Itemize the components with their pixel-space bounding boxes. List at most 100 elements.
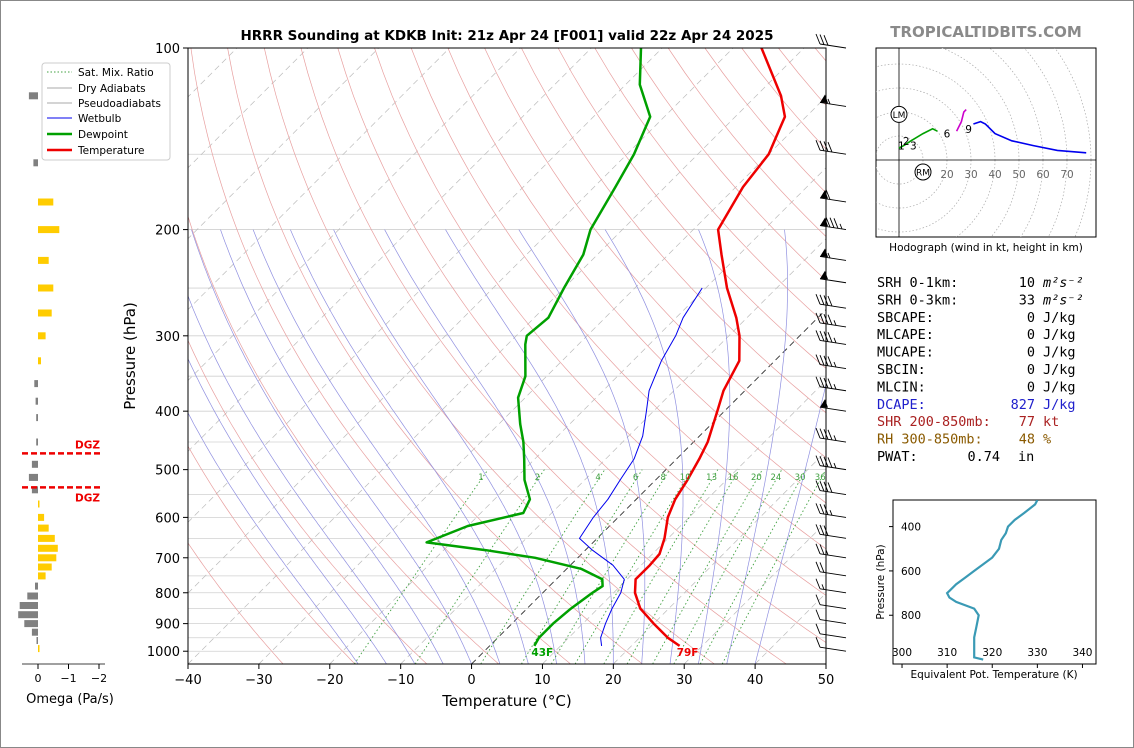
wind-barb <box>815 427 847 443</box>
dry-adiabat-line <box>263 48 715 664</box>
mixing-ratio-line <box>414 469 545 664</box>
index-unit: J/kg <box>1043 362 1076 378</box>
omega-bar <box>24 620 38 628</box>
mixing-ratio-line <box>521 469 643 664</box>
omega-panel: 0 −1 −2 DGZ DGZ <box>18 92 107 685</box>
omega-bar <box>31 486 38 494</box>
omega-bar <box>38 357 41 365</box>
mixing-ratio-line <box>699 469 807 664</box>
theta-e-x-tick-label: 340 <box>1072 647 1092 659</box>
wind-barb-flag <box>820 270 828 280</box>
wind-barb-full <box>823 141 829 152</box>
index-unit: J/kg <box>1043 310 1076 326</box>
isotherm-line <box>613 450 826 664</box>
omega-bar <box>38 645 40 653</box>
surface-temperature-label: 79F <box>677 647 699 659</box>
wind-barb-staff <box>819 102 847 107</box>
wind-barb-staff <box>819 364 847 370</box>
pseudo-adiabat-line <box>518 229 646 664</box>
x-tick-label: 40 <box>747 673 764 688</box>
index-key: SRH 0-1km: <box>877 275 958 291</box>
mixing-ratio-label: 13 <box>706 473 717 483</box>
theta-e-x-label: Equivalent Pot. Temperature (K) <box>910 669 1077 681</box>
mixing-ratio-line <box>550 469 671 664</box>
theta-e-y-tick-label: 400 <box>901 522 921 534</box>
wind-barb-half <box>833 361 837 368</box>
isotherm-line <box>188 48 379 240</box>
wind-barb-half <box>829 510 833 516</box>
isotherm-line <box>329 167 826 664</box>
hodograph-height-label: 9 <box>965 124 972 136</box>
hodograph-height-label: 1 <box>898 141 905 153</box>
wind-barb-flag <box>820 94 828 103</box>
wind-barb-staff <box>819 149 847 155</box>
isotherm-line <box>542 379 826 664</box>
legend-label: Temperature <box>77 145 145 157</box>
wind-barb <box>815 480 847 496</box>
dry-adiabat-line <box>188 445 356 664</box>
y-tick-label: 300 <box>155 330 180 345</box>
y-tick-label: 400 <box>155 405 180 420</box>
wind-barb-full <box>825 216 831 228</box>
hodograph-trace <box>973 120 1087 154</box>
x-axis-label: Temperature (°C) <box>441 692 571 710</box>
pseudo-adiabat-line <box>188 295 416 664</box>
wind-barb-full <box>815 330 821 341</box>
hodograph-caption: Hodograph (wind in kt, height in km) <box>889 242 1083 254</box>
hodograph-height-label: 3 <box>910 141 917 153</box>
isotherm-line <box>188 48 450 311</box>
pseudo-adiabat-line <box>290 229 529 664</box>
mixing-ratio-line <box>480 469 606 664</box>
legend-label: Wetbulb <box>78 113 122 125</box>
mixing-ratio-label: 4 <box>595 473 600 483</box>
theta-e-plot: 300 310 320 330 340 400 600 800 <box>889 500 1092 668</box>
omega-bar <box>36 414 38 422</box>
wind-barb <box>815 376 847 392</box>
pseudo-adiabat-line <box>445 229 614 664</box>
wind-barb <box>815 503 847 518</box>
y-tick-label: 500 <box>155 464 180 479</box>
omega-axis-label: Omega (Pa/s) <box>26 692 114 707</box>
wind-barb-half <box>827 252 831 259</box>
wind-barb-half <box>821 584 825 590</box>
wind-barb-staff <box>819 406 847 412</box>
index-value: 48 <box>1019 432 1035 448</box>
skewt-profiles <box>425 48 787 647</box>
wind-barb-full <box>827 457 833 468</box>
wind-barb-staff <box>819 386 847 392</box>
dry-adiabat-line <box>188 339 428 664</box>
wind-barb <box>815 578 847 594</box>
wind-barb-flag <box>820 217 828 227</box>
wind-barb-staff <box>819 633 847 639</box>
mixing-ratio-label: 24 <box>770 473 781 483</box>
omega-bar <box>28 92 38 100</box>
omega-bar <box>38 284 54 292</box>
hodograph-lm-marker <box>890 105 908 123</box>
dry-adiabat-line <box>557 48 826 369</box>
index-key: DCAPE: <box>877 397 926 413</box>
pseudo-adiabat-line <box>252 229 501 664</box>
wind-barb-full <box>815 140 821 151</box>
wind-barb-full <box>815 480 821 491</box>
x-tick-label: 50 <box>818 673 835 688</box>
mixing-ratio-line <box>721 469 826 664</box>
wind-barb-staff <box>819 465 847 471</box>
y-tick-label: 1000 <box>147 645 180 660</box>
wind-barb-full <box>815 427 821 439</box>
index-value: 10 <box>1019 275 1035 291</box>
index-key: PWAT: <box>877 449 918 465</box>
omega-bar <box>38 332 46 340</box>
isotherm-line <box>188 48 521 381</box>
mixing-ratio-label: 10 <box>680 473 691 483</box>
omega-bar <box>18 611 38 619</box>
hodograph-frame <box>875 47 1097 238</box>
hodograph-ring-label: 70 <box>1060 169 1073 181</box>
wind-barb-full <box>827 332 833 343</box>
omega-bar <box>38 563 52 571</box>
omega-bar <box>38 544 58 552</box>
theta-e-y-tick-label: 600 <box>901 566 921 578</box>
wind-barb <box>819 94 847 107</box>
wind-barb-full <box>815 524 821 535</box>
wind-barb-full <box>815 543 821 554</box>
